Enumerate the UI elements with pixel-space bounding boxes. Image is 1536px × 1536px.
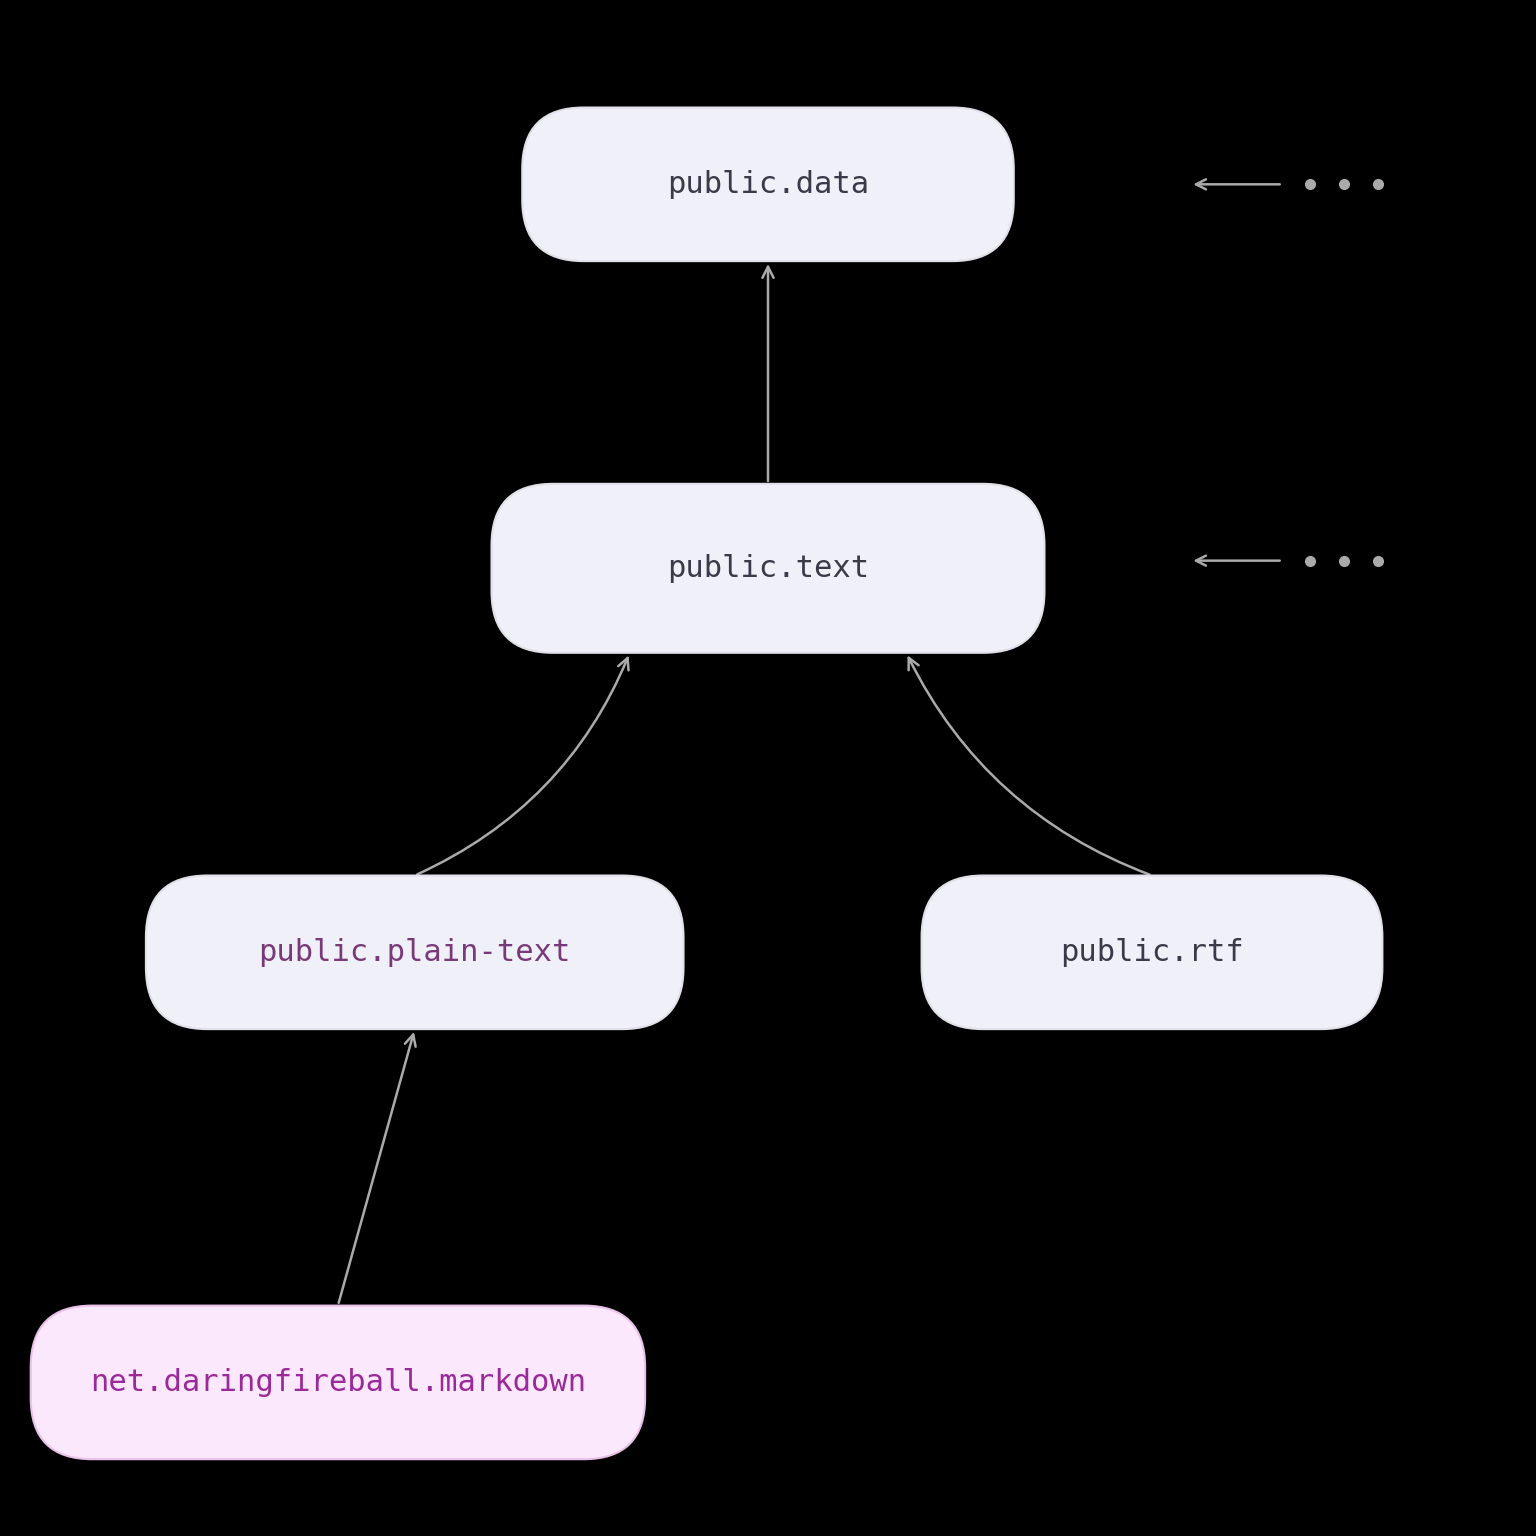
Text: public.text: public.text: [667, 554, 869, 582]
FancyBboxPatch shape: [146, 876, 684, 1029]
FancyBboxPatch shape: [522, 108, 1014, 261]
Text: public.rtf: public.rtf: [1060, 938, 1244, 966]
FancyBboxPatch shape: [922, 876, 1382, 1029]
FancyBboxPatch shape: [492, 484, 1044, 653]
FancyBboxPatch shape: [31, 1306, 645, 1459]
Text: net.daringfireball.markdown: net.daringfireball.markdown: [91, 1369, 585, 1396]
Text: public.data: public.data: [667, 170, 869, 198]
Text: public.plain-text: public.plain-text: [258, 938, 571, 966]
